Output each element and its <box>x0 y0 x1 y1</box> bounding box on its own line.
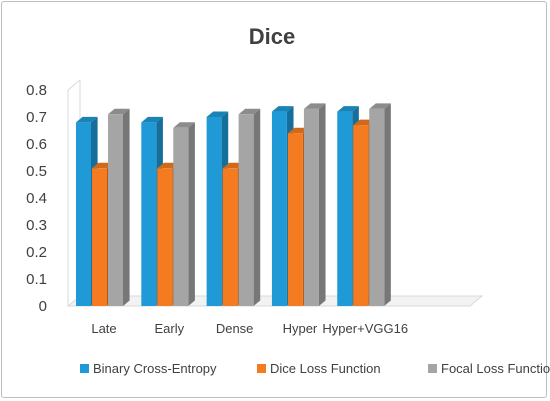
wall-edge <box>67 79 81 91</box>
legend-label: Dice Loss Function <box>270 361 381 376</box>
x-tick-label: Dense <box>216 321 254 336</box>
x-tick-label: Early <box>154 321 184 336</box>
legend: Binary Cross-Entropy Dice Loss Function Fo… <box>80 361 550 376</box>
bars <box>76 103 391 307</box>
legend-swatch <box>80 364 89 373</box>
x-tick-label: Late <box>91 321 116 336</box>
bar <box>303 103 326 307</box>
y-tick-label: 0.6 <box>26 136 47 153</box>
y-tick-label: 0.5 <box>26 163 47 180</box>
x-tick-label: Hyper+VGG16 <box>322 321 408 336</box>
legend-swatch <box>257 364 266 373</box>
x-axis-labels: Late Early Dense Hyper Hyper+VGG16 <box>91 321 408 336</box>
legend-swatch <box>428 364 437 373</box>
bar <box>173 122 195 306</box>
legend-item: Dice Loss Function <box>257 361 381 376</box>
legend-item: Focal Loss Function <box>428 361 550 376</box>
bar <box>369 103 391 307</box>
legend-label: Binary Cross-Entropy <box>93 361 217 376</box>
y-tick-label: 0.8 <box>26 82 47 99</box>
chart-title: Dice <box>249 24 295 49</box>
y-axis-ticks: 0 0.1 0.2 0.3 0.4 0.5 0.6 0.7 0.8 <box>26 82 47 315</box>
y-tick-label: 0 <box>39 298 47 315</box>
bar <box>108 108 130 306</box>
legend-label: Focal Loss Function <box>441 361 550 376</box>
y-tick-label: 0.3 <box>26 217 47 234</box>
y-tick-label: 0.7 <box>26 109 47 126</box>
y-tick-label: 0.2 <box>26 244 47 261</box>
bar <box>238 108 261 306</box>
legend-item: Binary Cross-Entropy <box>80 361 217 376</box>
x-tick-label: Hyper <box>283 321 318 336</box>
y-tick-label: 0.1 <box>26 271 47 288</box>
y-tick-label: 0.4 <box>26 190 47 207</box>
